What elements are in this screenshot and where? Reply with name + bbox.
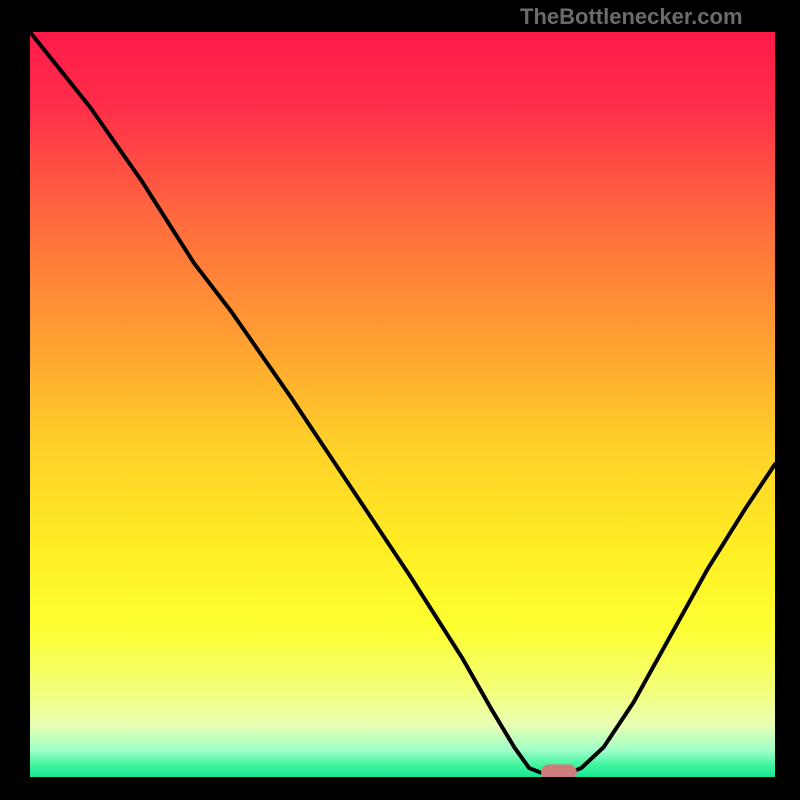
gradient-rect	[30, 32, 775, 777]
watermark-text: TheBottlenecker.com	[520, 4, 743, 30]
chart-stage: TheBottlenecker.com	[0, 0, 800, 800]
gradient-background	[30, 32, 775, 777]
plot-area	[30, 32, 775, 777]
optimal-marker	[541, 764, 577, 777]
